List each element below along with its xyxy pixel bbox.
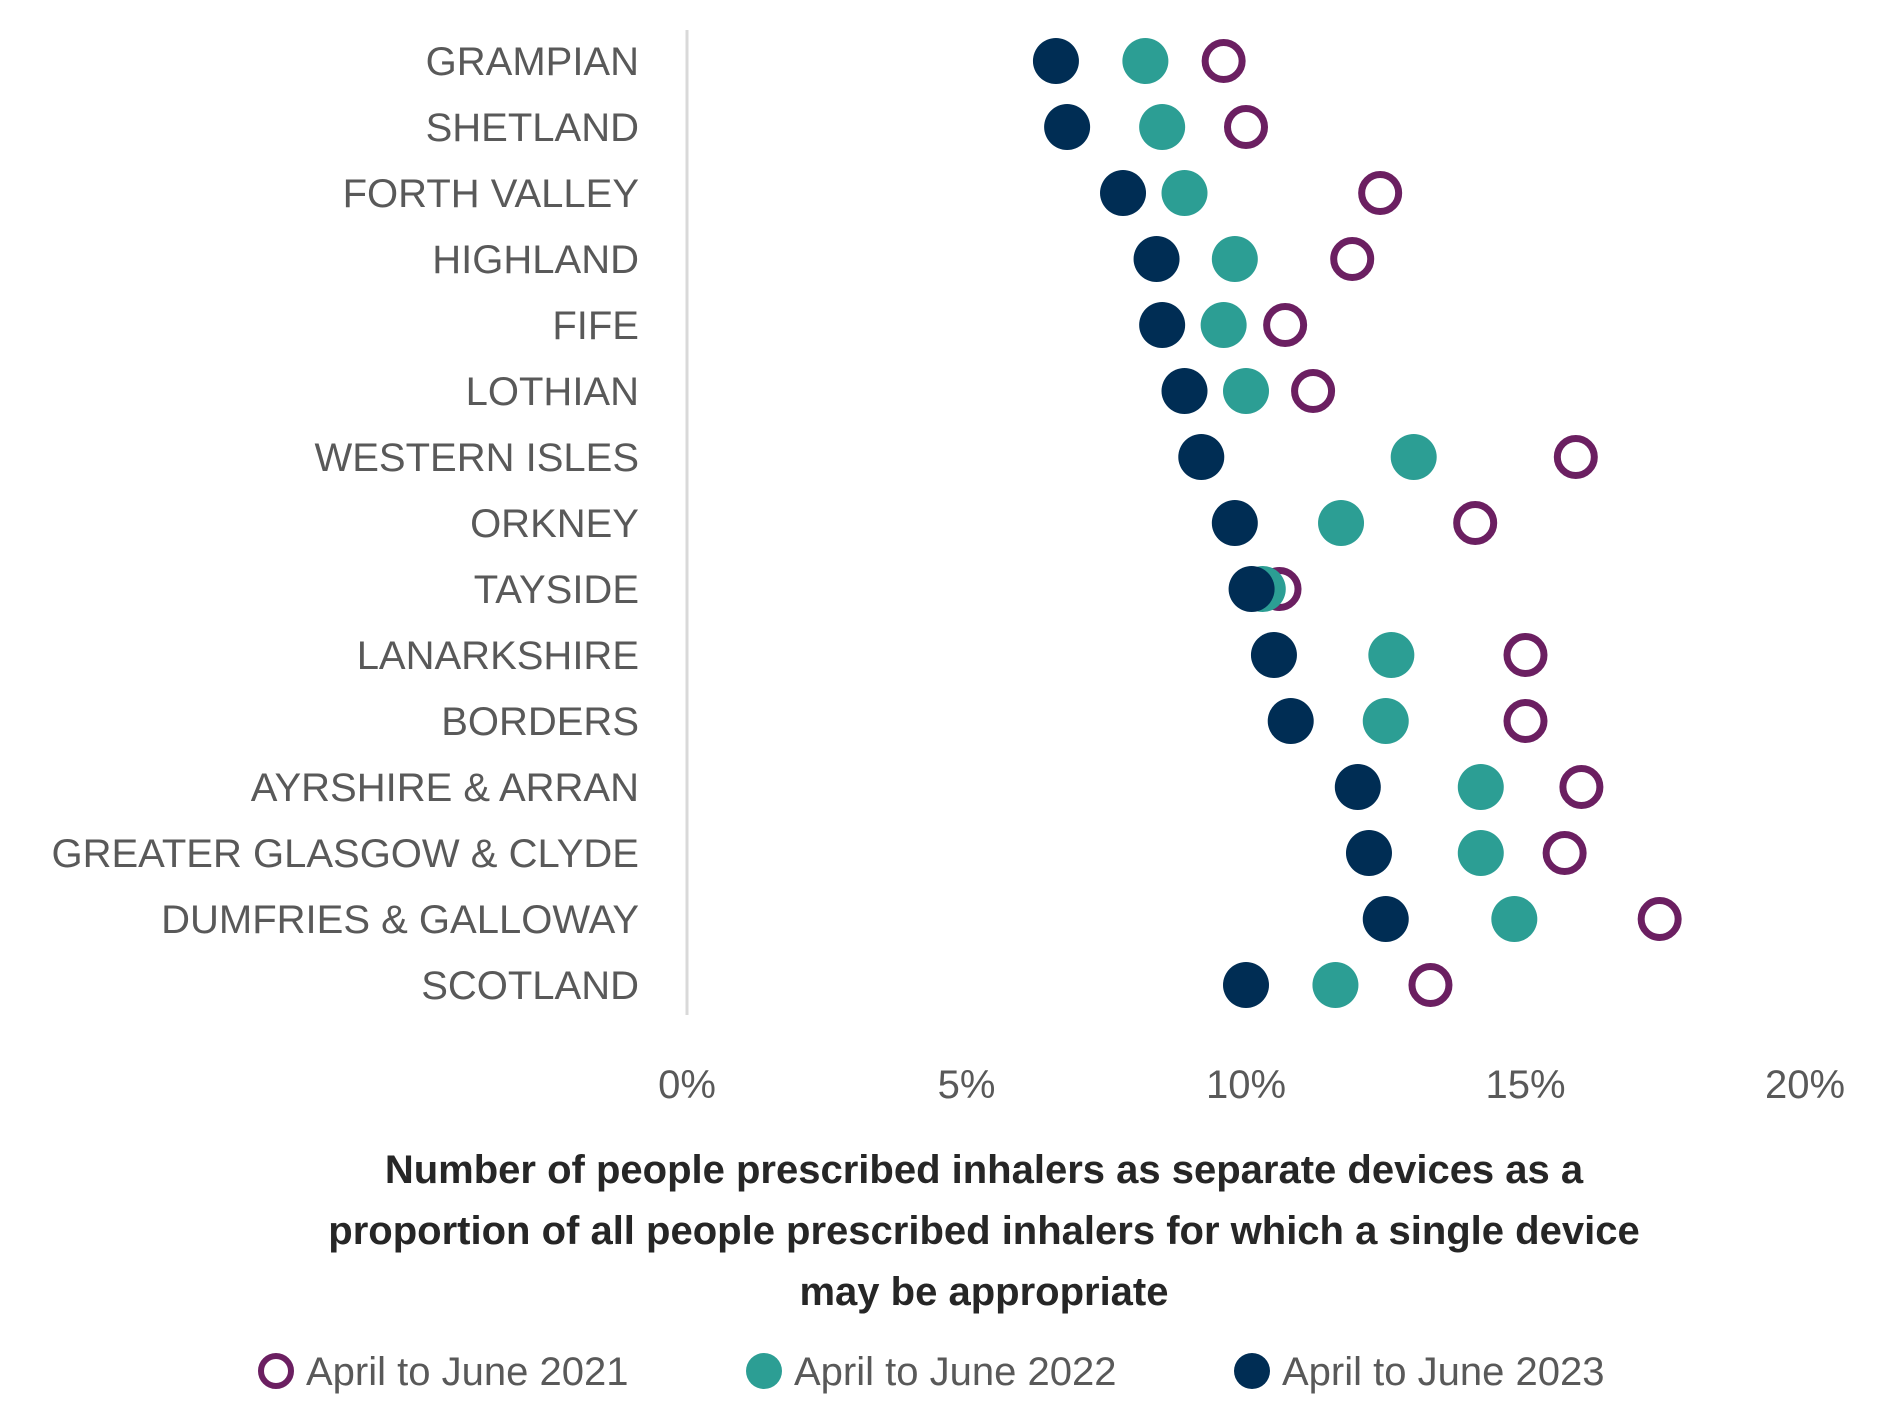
data-point-2021 — [1559, 765, 1604, 809]
data-point-2023 — [1362, 896, 1409, 942]
legend-marker-2022 — [746, 1353, 782, 1389]
category-label: LANARKSHIRE — [357, 634, 639, 678]
category-label: BORDERS — [441, 700, 639, 744]
data-point-2023 — [1211, 500, 1258, 546]
category-label: ORKNEY — [470, 502, 639, 546]
x-tick-label: 10% — [1206, 1063, 1286, 1107]
data-points — [1032, 38, 1682, 1008]
data-point-2022 — [1362, 698, 1409, 744]
data-point-2023 — [1178, 434, 1225, 480]
data-point-2021 — [1330, 237, 1375, 281]
data-point-2023 — [1100, 170, 1147, 216]
data-point-2022 — [1457, 764, 1504, 810]
data-point-2021 — [1263, 303, 1308, 347]
data-point-2023 — [1334, 764, 1381, 810]
data-point-2023 — [1223, 962, 1269, 1008]
x-tick-labels: 0% 5% 10% 15% 20% — [658, 1063, 1845, 1107]
legend-label: April to June 2023 — [1282, 1350, 1604, 1394]
data-point-2022 — [1318, 500, 1365, 546]
data-point-2022 — [1223, 368, 1269, 414]
category-label: DUMFRIES & GALLOWAY — [161, 898, 639, 942]
x-axis-title-line: may be appropriate — [799, 1270, 1168, 1314]
legend: April to June 2021 April to June 2022 Apri… — [258, 1350, 1604, 1394]
x-axis-title-line: Number of people prescribed inhalers as … — [385, 1148, 1584, 1192]
x-tick-label: 5% — [938, 1063, 996, 1107]
data-point-2021 — [1291, 369, 1336, 413]
category-label: AYRSHIRE & ARRAN — [251, 766, 639, 810]
x-tick-label: 0% — [658, 1063, 716, 1107]
data-point-2021 — [1201, 39, 1246, 83]
data-point-2023 — [1345, 830, 1392, 876]
data-point-2023 — [1032, 38, 1079, 84]
data-point-2022 — [1457, 830, 1504, 876]
legend-label: April to June 2021 — [306, 1350, 628, 1394]
data-point-2022 — [1139, 104, 1186, 150]
data-point-2021 — [1503, 699, 1548, 743]
data-point-2021 — [1637, 897, 1682, 941]
category-label: GREATER GLASGOW & CLYDE — [51, 832, 639, 876]
category-label: FIFE — [552, 304, 639, 348]
category-label: SHETLAND — [426, 106, 639, 150]
data-point-2023 — [1228, 566, 1275, 612]
data-point-2022 — [1312, 962, 1359, 1008]
data-point-2021 — [1542, 831, 1587, 875]
category-label: LOTHIAN — [466, 370, 639, 414]
data-point-2021 — [1453, 501, 1498, 545]
x-tick-label: 15% — [1485, 1063, 1565, 1107]
data-point-2023 — [1044, 104, 1091, 150]
data-point-2022 — [1390, 434, 1437, 480]
category-label: WESTERN ISLES — [314, 436, 639, 480]
category-labels: GRAMPIAN SHETLAND FORTH VALLEY HIGHLAND FIFE… — [51, 40, 639, 1008]
data-point-2022 — [1211, 236, 1258, 282]
data-point-2022 — [1368, 632, 1415, 678]
data-point-2023 — [1161, 368, 1208, 414]
data-point-2023 — [1133, 236, 1180, 282]
legend-marker-2021 — [258, 1353, 294, 1389]
legend-label: April to June 2022 — [794, 1350, 1116, 1394]
data-point-2021 — [1408, 963, 1453, 1007]
x-axis-title: Number of people prescribed inhalers as … — [328, 1148, 1639, 1314]
x-axis-title-line: proportion of all people prescribed inha… — [328, 1209, 1639, 1253]
data-point-2021 — [1358, 171, 1403, 215]
data-point-2022 — [1200, 302, 1247, 348]
data-point-2023 — [1267, 698, 1314, 744]
data-point-2022 — [1122, 38, 1169, 84]
data-point-2023 — [1139, 302, 1186, 348]
category-label: FORTH VALLEY — [343, 172, 639, 216]
data-point-2021 — [1503, 633, 1548, 677]
data-point-2022 — [1491, 896, 1538, 942]
legend-marker-2023 — [1234, 1353, 1270, 1389]
category-label: HIGHLAND — [432, 238, 639, 282]
data-point-2021 — [1224, 105, 1268, 149]
data-point-2021 — [1553, 435, 1598, 479]
data-point-2023 — [1250, 632, 1297, 678]
category-label: GRAMPIAN — [426, 40, 639, 84]
category-label: SCOTLAND — [421, 964, 639, 1008]
x-tick-label: 20% — [1765, 1063, 1845, 1107]
category-label: TAYSIDE — [474, 568, 639, 612]
data-point-2022 — [1161, 170, 1208, 216]
